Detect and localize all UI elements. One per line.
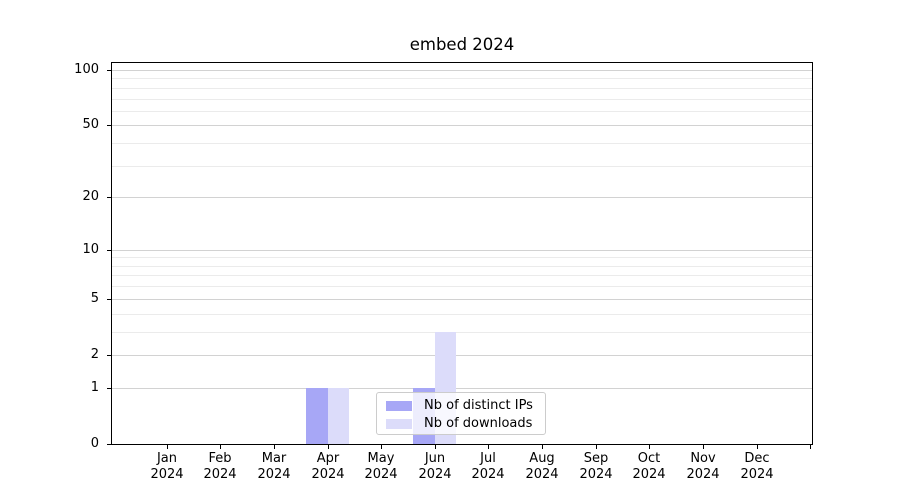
spine-right: [812, 62, 813, 445]
y-tick-mark: [107, 70, 111, 71]
x-tick-year-label: 2024: [525, 466, 559, 482]
x-tick-mark: [757, 445, 758, 449]
y-tick-label-5: 5: [90, 291, 99, 306]
x-tick-year-label: 2024: [471, 466, 505, 482]
x-tick-year-label: 2024: [740, 466, 774, 482]
y-tick-label-10: 10: [82, 242, 99, 257]
gridline-major: [112, 125, 812, 126]
gridline-minor: [112, 314, 812, 315]
gridline-minor: [112, 111, 812, 112]
gridline-minor: [112, 143, 812, 144]
gridline-major: [112, 355, 812, 356]
y-tick-label-0: 0: [90, 436, 99, 451]
x-tick-label-feb: Feb 2024: [192, 451, 248, 482]
x-tick-mark: [542, 445, 543, 449]
legend-label-distinct-ips: Nb of distinct IPs: [424, 398, 533, 413]
y-tick-mark: [107, 299, 111, 300]
gridline-minor: [112, 166, 812, 167]
gridline-major: [112, 197, 812, 198]
x-tick-mark: [381, 445, 382, 449]
spine-left: [111, 62, 112, 445]
bar-distinct-ips-apr: [306, 387, 328, 444]
x-tick-mark: [435, 445, 436, 449]
y-tick-label-1: 1: [90, 380, 99, 395]
x-tick-label-nov: Nov 2024: [675, 451, 731, 482]
x-tick-label-may: May 2024: [353, 451, 409, 482]
spine-bottom: [111, 444, 813, 445]
x-tick-mark: [328, 445, 329, 449]
x-tick-label-jun: Jun 2024: [407, 451, 463, 482]
x-tick-label-sep: Sep 2024: [568, 451, 624, 482]
x-tick-year-label: 2024: [579, 466, 613, 482]
x-tick-year-label: 2024: [364, 466, 398, 482]
x-tick-mark: [167, 445, 168, 449]
x-tick-mark: [596, 445, 597, 449]
y-tick-label-100: 100: [74, 62, 99, 77]
x-tick-mark: [649, 445, 650, 449]
x-tick-year-label: 2024: [203, 466, 237, 482]
legend: Nb of distinct IPs Nb of downloads: [376, 392, 546, 435]
x-tick-mark: [274, 445, 275, 449]
legend-label-downloads: Nb of downloads: [424, 416, 533, 431]
x-tick-label-aug: Aug 2024: [514, 451, 570, 482]
bar-downloads-apr: [327, 387, 350, 444]
gridline-minor: [112, 88, 812, 89]
y-tick-label-2: 2: [90, 347, 99, 362]
y-tick-mark: [107, 388, 111, 389]
gridline-minor: [112, 257, 812, 258]
y-tick-mark: [107, 250, 111, 251]
gridline-minor: [112, 332, 812, 333]
legend-item-distinct-ips: Nb of distinct IPs: [377, 397, 545, 414]
gridline-minor: [112, 266, 812, 267]
y-tick-mark: [107, 355, 111, 356]
legend-item-downloads: Nb of downloads: [377, 415, 545, 432]
x-tick-mark: [220, 445, 221, 449]
x-tick-year-label: 2024: [686, 466, 720, 482]
gridline-minor: [112, 99, 812, 100]
x-tick-mark: [488, 445, 489, 449]
x-tick-label-jan: Jan 2024: [139, 451, 195, 482]
spine-top: [111, 62, 813, 63]
x-tick-year-label: 2024: [632, 466, 666, 482]
x-tick-mark: [703, 445, 704, 449]
y-tick-label-20: 20: [82, 189, 99, 204]
x-tick-label-jul: Jul 2024: [460, 451, 516, 482]
gridline-minor: [112, 275, 812, 276]
gridline-major: [112, 388, 812, 389]
x-tick-year-label: 2024: [418, 466, 452, 482]
x-tick-year-label: 2024: [257, 466, 291, 482]
x-tick-label-oct: Oct 2024: [621, 451, 677, 482]
x-tick-label-apr: Apr 2024: [300, 451, 356, 482]
chart-title: embed 2024: [409, 35, 515, 54]
x-tick-label-dec: Dec 2024: [729, 451, 785, 482]
y-tick-mark: [107, 125, 111, 126]
legend-swatch-distinct-ips-icon: [386, 400, 412, 411]
gridline-minor: [112, 78, 812, 79]
x-tick-label-mar: Mar 2024: [246, 451, 302, 482]
y-tick-label-50: 50: [82, 117, 99, 132]
x-tick-mark: [810, 445, 811, 449]
gridline-major: [112, 70, 812, 71]
x-tick-year-label: 2024: [150, 466, 184, 482]
y-tick-mark: [107, 444, 111, 445]
gridline-minor: [112, 286, 812, 287]
y-tick-mark: [107, 197, 111, 198]
gridline-major: [112, 250, 812, 251]
gridline-major: [112, 299, 812, 300]
legend-swatch-downloads-icon: [386, 418, 412, 429]
x-tick-year-label: 2024: [311, 466, 345, 482]
